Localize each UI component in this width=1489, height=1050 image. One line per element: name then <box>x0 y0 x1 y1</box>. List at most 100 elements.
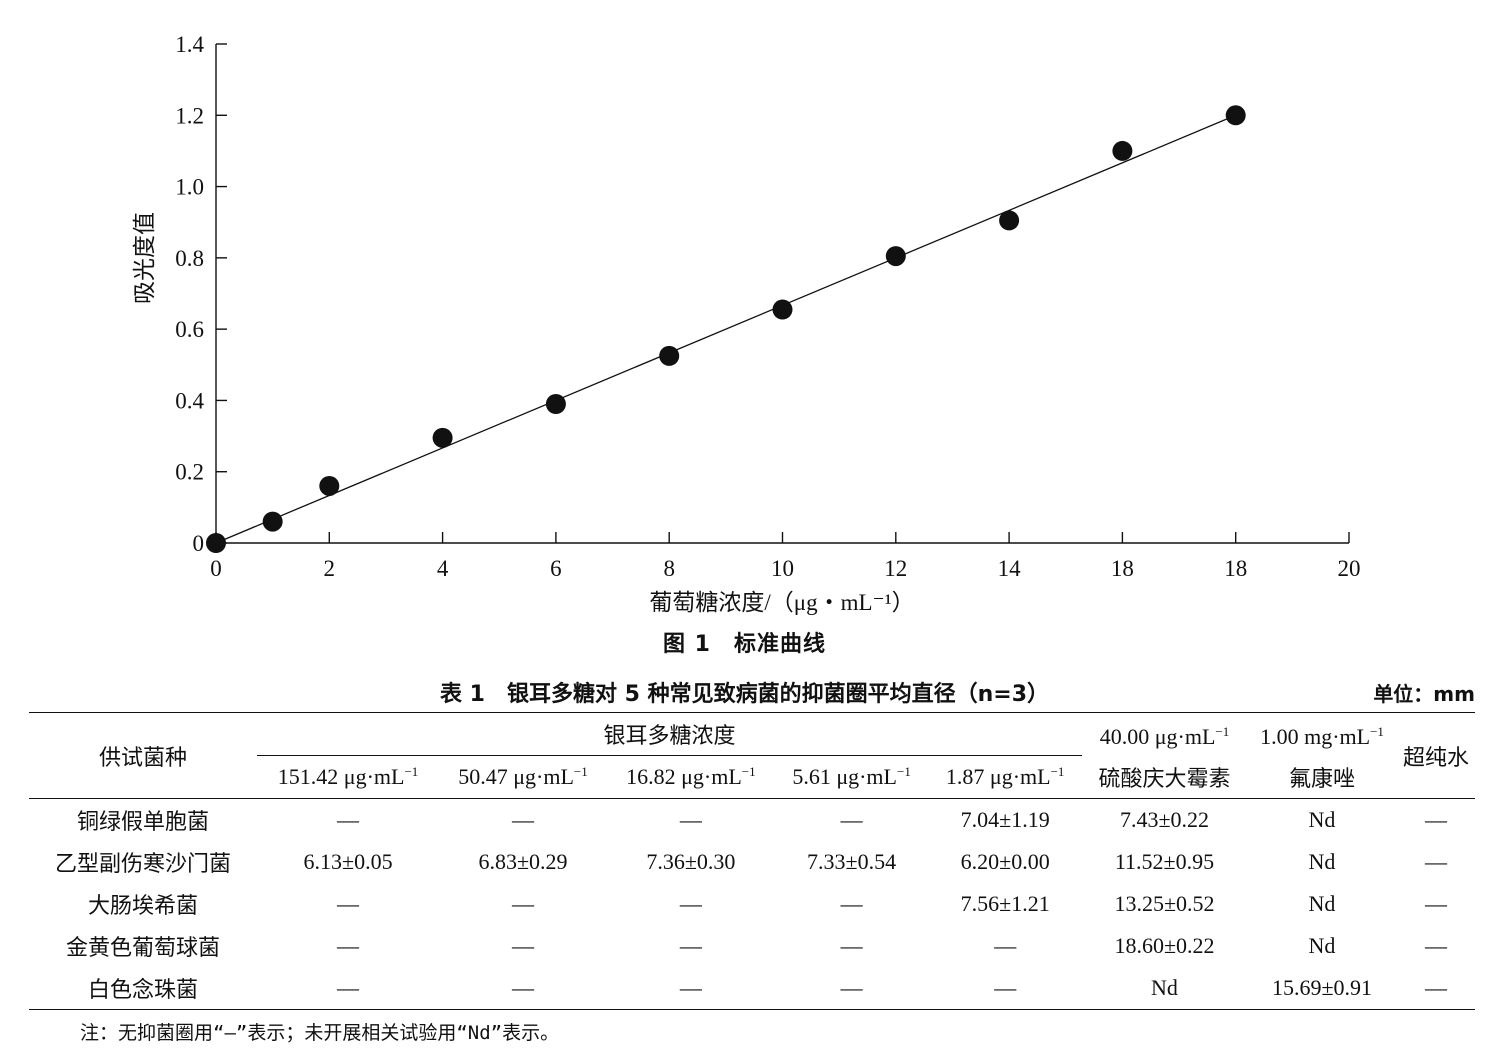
table-row: 大肠埃希菌 — — — — 7.56±1.21 13.25±0.52 Nd — <box>29 883 1475 925</box>
table-row: 铜绿假单胞菌 — — — — 7.04±1.19 7.43±0.22 Nd — <box>29 799 1475 842</box>
value-cell: — <box>679 933 702 958</box>
value-cell: 7.04±1.19 <box>960 807 1050 832</box>
value-cell: Nd <box>1308 849 1336 874</box>
y-tick-label: 1.4 <box>175 32 204 57</box>
value-cell: — <box>840 933 863 958</box>
strain-name-cell: 乙型副伤寒沙门菌 <box>54 851 231 876</box>
value-cell: — <box>840 975 863 1000</box>
y-tick-label: 0.4 <box>175 388 204 413</box>
value-cell: 6.20±0.00 <box>960 849 1050 874</box>
value-cell: — <box>1425 807 1447 832</box>
strain-name-cell: 大肠埃希菌 <box>87 893 198 918</box>
header-fluconazole: 氟康唑 <box>1247 755 1397 799</box>
data-point <box>206 533 226 553</box>
fit-line <box>215 114 1236 544</box>
header-gentamicin-conc: 40.00 μg·mL−1 <box>1099 724 1230 750</box>
value-cell: Nd <box>1308 891 1336 916</box>
value-cell: — <box>512 891 535 916</box>
value-cell: 7.33±0.54 <box>807 849 897 874</box>
value-cell: Nd <box>1151 975 1178 1000</box>
strain-name-cell: 金黄色葡萄球菌 <box>65 935 220 960</box>
x-tick-label: 18 <box>1224 556 1247 581</box>
table-unit: 单位：mm <box>1373 682 1475 706</box>
strain-name-cell: 铜绿假单胞菌 <box>76 809 209 834</box>
value-cell: 6.83±0.29 <box>478 849 568 874</box>
table-note: 注：无抑菌圈用“—”表示；未开展相关试验用“Nd”表示。 <box>80 1022 560 1044</box>
value-cell: — <box>1425 975 1447 1000</box>
figure-caption: 图 1 标准曲线 <box>663 632 826 657</box>
value-cell: — <box>679 807 702 832</box>
value-cell: — <box>512 975 535 1000</box>
data-point <box>999 210 1020 231</box>
header-water: 超纯水 <box>1397 712 1475 799</box>
value-cell: — <box>512 933 535 958</box>
y-axis-label: 吸光度值 <box>132 212 157 304</box>
header-fluconazole-conc: 1.00 mg·mL−1 <box>1260 724 1384 750</box>
x-tick-label: 18 <box>1111 556 1134 581</box>
value-cell: — <box>337 933 360 958</box>
x-tick-label: 20 <box>1338 556 1361 581</box>
value-cell: — <box>1425 933 1447 958</box>
value-cell: — <box>1425 849 1447 874</box>
y-tick-label: 0.6 <box>175 317 204 342</box>
header-conc-5: 1.87 μg·mL−1 <box>928 755 1082 799</box>
value-cell: — <box>679 975 702 1000</box>
y-tick-label: 0 <box>193 531 205 556</box>
value-cell: — <box>337 807 360 832</box>
x-tick-label: 0 <box>210 556 222 581</box>
value-cell: 13.25±0.52 <box>1114 891 1215 916</box>
header-conc-3: 16.82 μg·mL−1 <box>606 755 775 799</box>
x-axis-ticks: 0 2 4 6 8 10 12 14 18 18 20 <box>210 532 1361 581</box>
value-cell: 6.13±0.05 <box>303 849 393 874</box>
table-row: 白色念珠菌 — — — — — Nd 15.69±0.91 — <box>29 967 1475 1010</box>
value-cell: — <box>840 891 863 916</box>
table-row: 乙型副伤寒沙门菌 6.13±0.05 6.83±0.29 7.36±0.30 7.33±… <box>29 841 1475 883</box>
data-point <box>885 246 906 267</box>
data-point <box>772 299 793 320</box>
value-cell: — <box>679 891 702 916</box>
y-tick-label: 0.2 <box>175 460 204 485</box>
value-cell: — <box>994 975 1017 1000</box>
value-cell: 18.60±0.22 <box>1114 933 1215 958</box>
value-cell: 15.69±0.91 <box>1271 975 1373 1000</box>
y-axis-ticks: 0 0.2 0.4 0.6 0.8 1.0 1.2 1.4 <box>175 32 227 556</box>
x-tick-label: 6 <box>550 556 562 581</box>
header-conc-1: 151.42 μg·mL−1 <box>257 755 440 799</box>
header-polysaccharide-group: 银耳多糖浓度 <box>257 712 1082 756</box>
x-tick-label: 8 <box>663 556 675 581</box>
data-point <box>262 511 283 532</box>
y-tick-label: 0.8 <box>175 246 204 271</box>
strain-name-cell: 白色念珠菌 <box>87 977 198 1002</box>
value-cell: — <box>512 807 535 832</box>
y-tick-label: 1.2 <box>175 103 204 128</box>
data-point <box>1225 105 1246 126</box>
value-cell: Nd <box>1308 933 1336 958</box>
x-tick-label: 2 <box>324 556 336 581</box>
value-cell: — <box>1425 891 1447 916</box>
x-tick-label: 10 <box>771 556 794 581</box>
inhibition-zone-table: 供试菌种 银耳多糖浓度 40.00 μg·mL−1 1.00 mg·mL−1 超… <box>29 712 1475 1010</box>
table-caption: 表 1 银耳多糖对 5 种常见致病菌的抑菌圈平均直径（n=3） <box>440 682 1049 707</box>
data-point <box>1112 140 1133 161</box>
header-gentamicin: 硫酸庆大霉素 <box>1082 755 1247 799</box>
x-tick-label: 12 <box>884 556 907 581</box>
data-point <box>432 427 453 448</box>
x-axis-label: 葡萄糖浓度/（μg・mL⁻¹） <box>649 590 914 615</box>
data-point <box>319 475 340 496</box>
header-conc-2: 50.47 μg·mL−1 <box>439 755 607 799</box>
table-row: 金黄色葡萄球菌 — — — — — 18.60±0.22 Nd — <box>29 925 1475 967</box>
value-cell: — <box>994 933 1017 958</box>
data-point <box>659 345 680 366</box>
header-conc-4: 5.61 μg·mL−1 <box>774 755 929 799</box>
value-cell: 7.43±0.22 <box>1119 807 1210 832</box>
value-cell: — <box>337 975 360 1000</box>
value-cell: — <box>337 891 360 916</box>
x-tick-label: 14 <box>998 556 1022 581</box>
data-point <box>545 393 566 414</box>
value-cell: Nd <box>1308 807 1336 832</box>
y-tick-label: 1.0 <box>175 175 204 200</box>
standard-curve-chart: 0 0.2 0.4 0.6 0.8 1.0 1.2 1.4 0 2 4 6 8 10 12 14 18 18 20… <box>132 32 1361 615</box>
value-cell: 7.56±1.21 <box>960 891 1050 916</box>
value-cell: 7.36±0.30 <box>646 849 736 874</box>
value-cell: — <box>840 807 863 832</box>
